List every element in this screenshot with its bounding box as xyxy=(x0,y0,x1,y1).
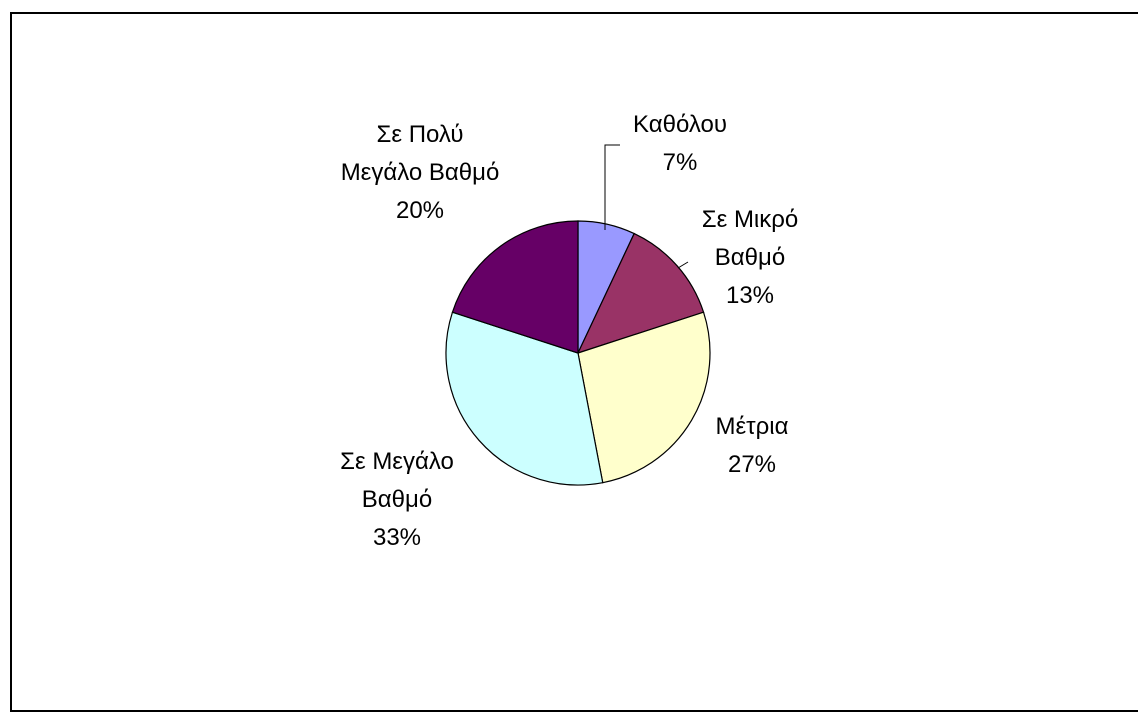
slice-category: Καθόλου xyxy=(633,111,727,138)
slice-percent: 27% xyxy=(727,451,777,478)
pie-slice xyxy=(451,220,579,354)
slice-percent: 33% xyxy=(372,524,422,551)
slice-category: Σε Μικρό Βαθμό xyxy=(701,206,799,271)
pie-slice xyxy=(576,232,705,354)
slice-percent: 20% xyxy=(395,197,445,224)
chart xyxy=(445,144,711,486)
slice-percent: 7% xyxy=(662,149,698,176)
slice-label: Καθόλου 7% xyxy=(560,106,800,182)
slice-percent: 13% xyxy=(725,282,775,309)
slice-label: Σε Μεγάλο Βαθμό 33% xyxy=(277,443,517,557)
slice-category: Μέτρια xyxy=(715,413,789,440)
slice-label: Μέτρια 27% xyxy=(632,408,872,484)
slice-category: Σε Πολύ Μεγάλο Βαθμό xyxy=(340,121,500,186)
slice-label: Σε Μικρό Βαθμό 13% xyxy=(630,201,870,315)
page: {"chart_data": {"type": "pie", "categori… xyxy=(10,12,1138,712)
leader-line xyxy=(677,261,689,269)
leader-line xyxy=(604,144,620,230)
pie-slice xyxy=(577,311,711,484)
slice-category: Σε Μεγάλο Βαθμό xyxy=(340,448,454,513)
slice-label: Σε Πολύ Μεγάλο Βαθμό 20% xyxy=(300,116,540,230)
pie-slice xyxy=(445,311,604,486)
